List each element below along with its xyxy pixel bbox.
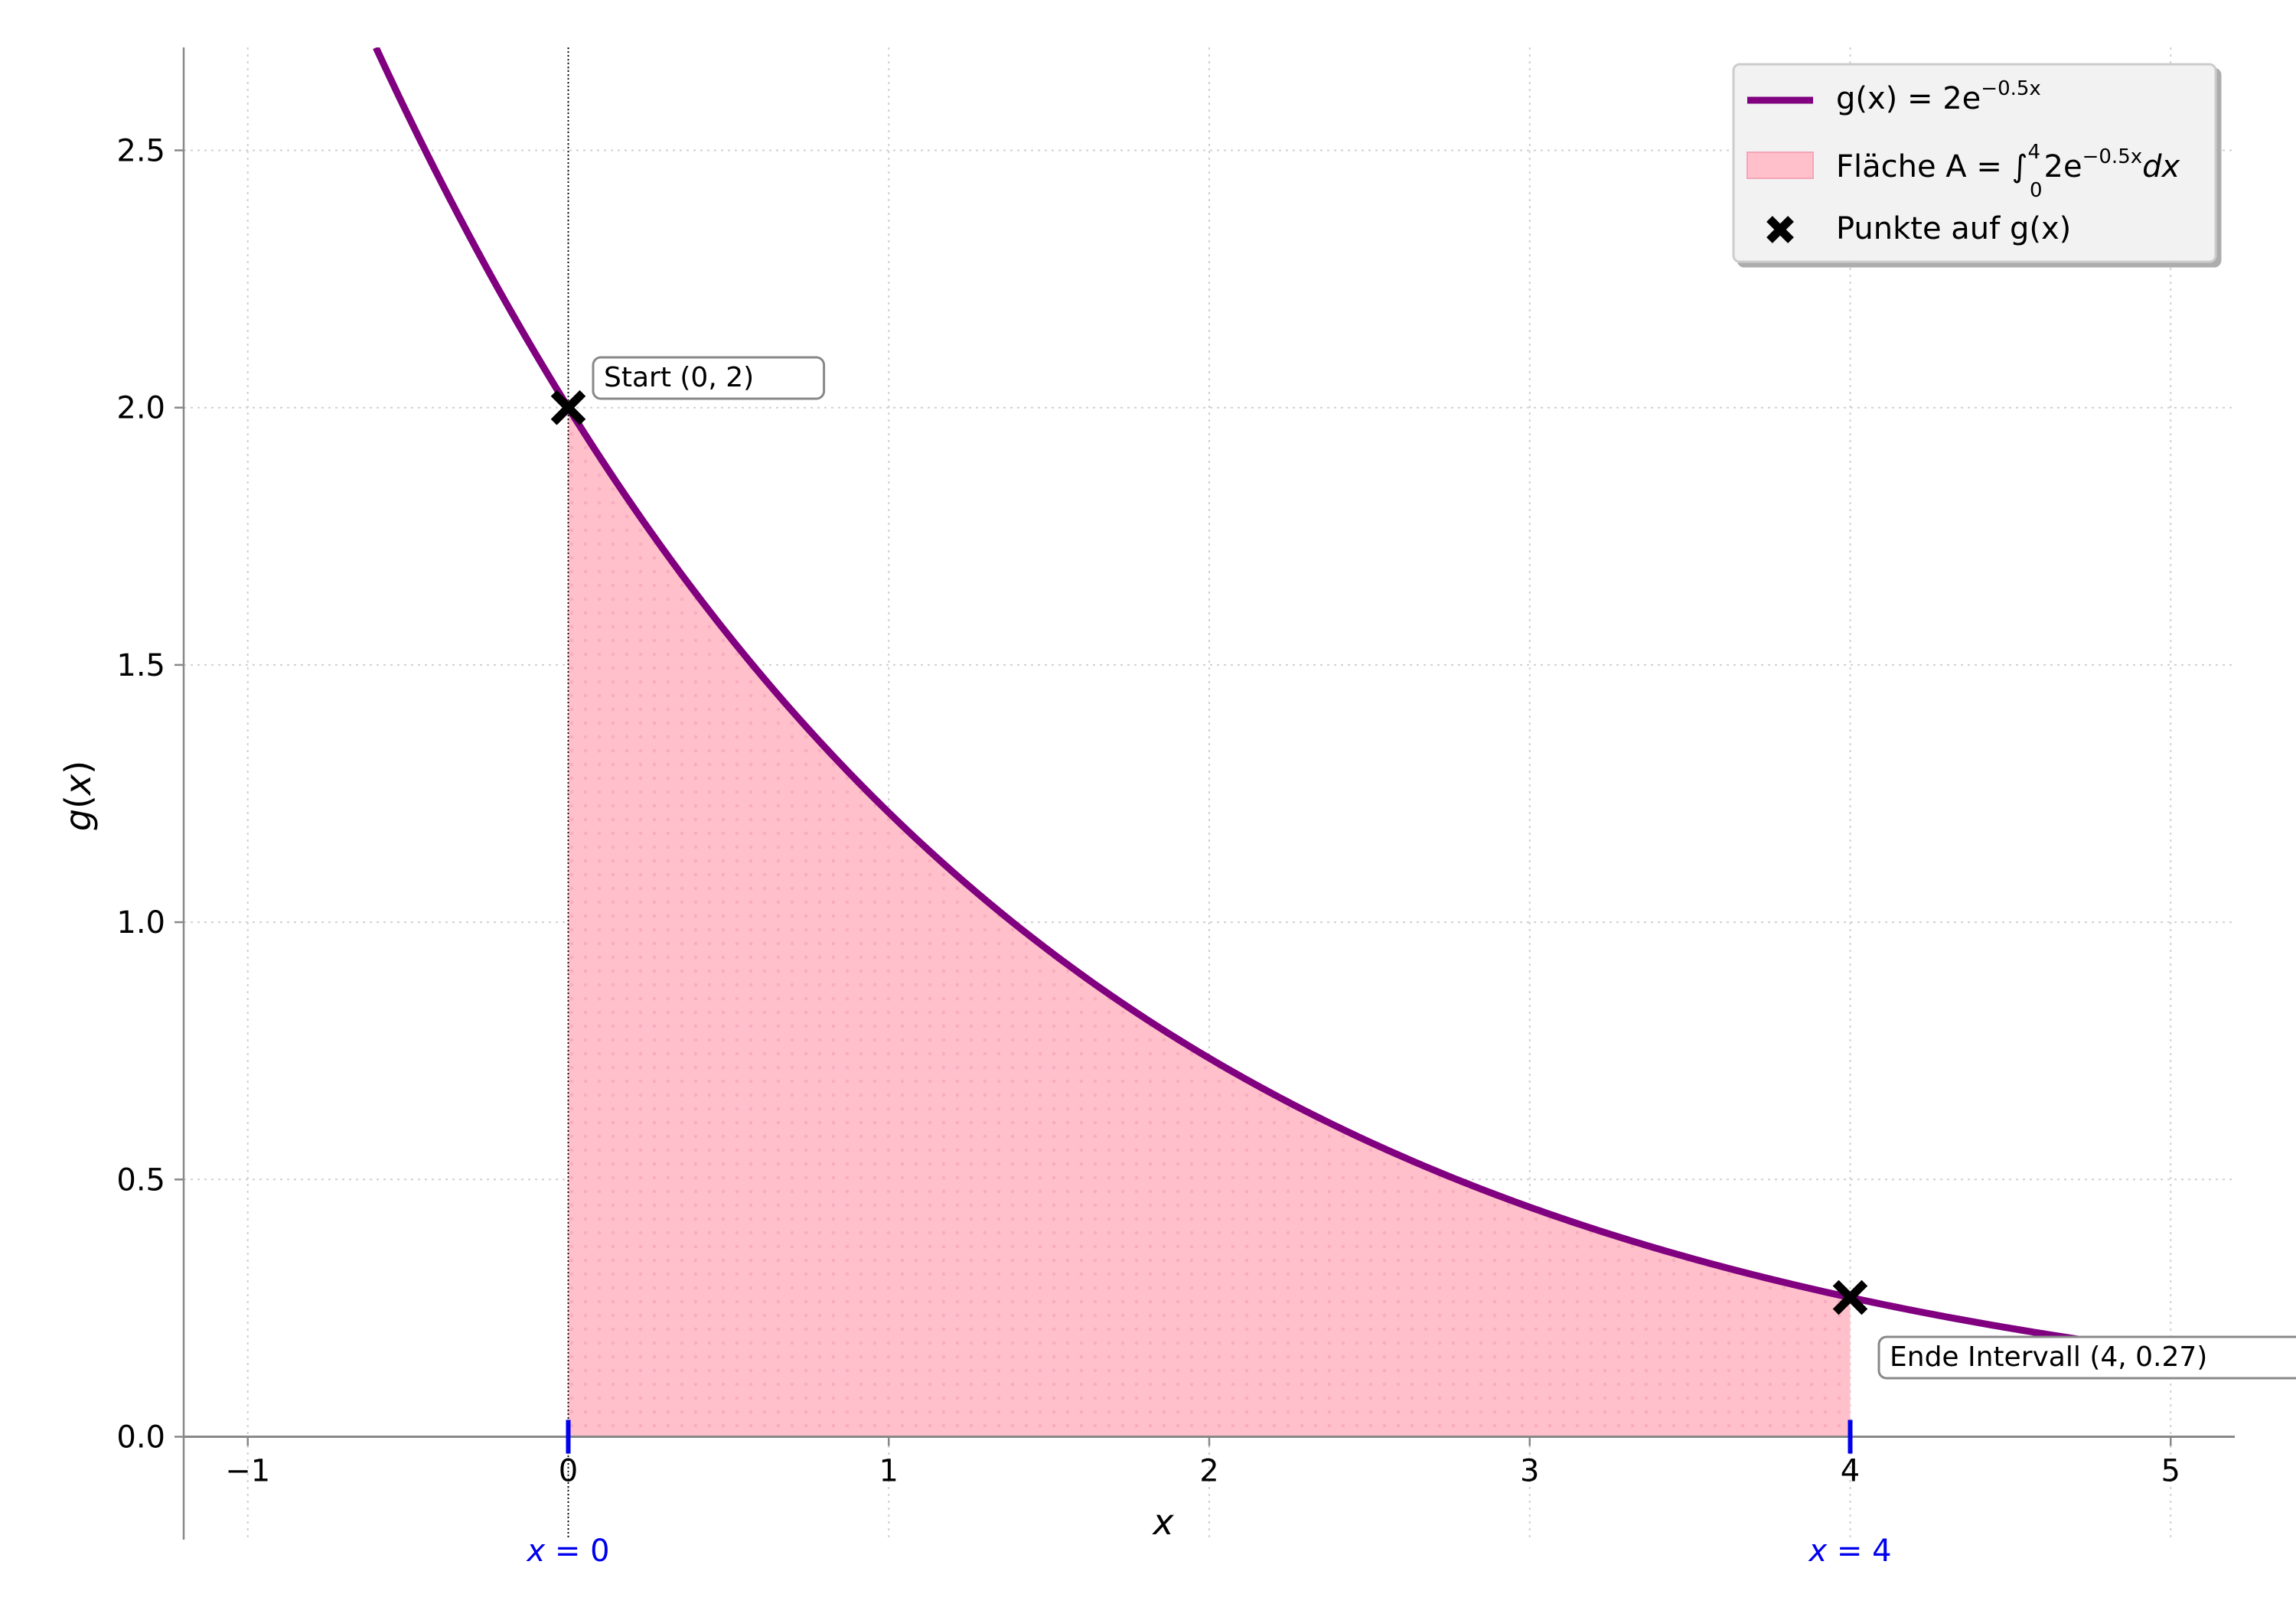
y-tick-label: 1.5 bbox=[116, 648, 165, 683]
interval-markers: x = 0 x = 4 bbox=[525, 1420, 1892, 1569]
point-stroke bbox=[1832, 1279, 1868, 1315]
annotations: Start (0, 2) Ende Intervall (4, 0.27) bbox=[592, 356, 2296, 1380]
y-tick-label: 0.0 bbox=[116, 1420, 165, 1455]
area-dots bbox=[568, 407, 1851, 1437]
legend-marker-swatch bbox=[1766, 216, 1794, 243]
x-tick-label: −1 bbox=[225, 1454, 270, 1489]
y-tick-label: 2.5 bbox=[116, 133, 165, 168]
legend-entry-curve: g(x) = 2e−0.5x bbox=[1836, 77, 2041, 116]
x-tick-label: 0 bbox=[559, 1454, 578, 1489]
legend-area-swatch bbox=[1746, 152, 1814, 179]
annotation-box bbox=[592, 356, 826, 400]
y-tick-label: 0.5 bbox=[116, 1162, 165, 1198]
x-tick-label: 4 bbox=[1841, 1454, 1860, 1489]
x-axis-label: x bbox=[1151, 1501, 1174, 1543]
x-tick-label: 3 bbox=[1520, 1454, 1539, 1489]
annotation-end: Ende Intervall (4, 0.27) bbox=[1877, 1335, 2296, 1380]
area-under-curve bbox=[568, 407, 1851, 1437]
axes: −1 0 1 2 3 4 5 0.0 0.5 1.0 1.5 2.0 2.5 bbox=[116, 47, 2235, 1540]
legend-box bbox=[1732, 63, 2217, 263]
interval-label: x = 0 bbox=[525, 1534, 609, 1569]
interval-label: x = 4 bbox=[1807, 1534, 1891, 1569]
y-tick-label: 2.0 bbox=[116, 391, 165, 426]
highlighted-points bbox=[550, 390, 1868, 1315]
annotation-text: Start (0, 2) bbox=[604, 362, 754, 393]
axis-labels: x g(x) bbox=[57, 761, 1174, 1543]
curve-line bbox=[373, 47, 2235, 1364]
x-tick-label: 2 bbox=[1199, 1454, 1218, 1489]
point-marker bbox=[550, 390, 586, 425]
y-axis-label: g(x) bbox=[57, 761, 99, 831]
x-tick-label: 5 bbox=[2161, 1454, 2180, 1489]
annotation-start: Start (0, 2) bbox=[592, 356, 826, 400]
legend-entry-points: Punkte auf g(x) bbox=[1836, 211, 2071, 246]
annotation-text: Ende Intervall (4, 0.27) bbox=[1890, 1341, 2207, 1373]
legend-entry-area: Fläche A = ∫4 02e−0.5xdx bbox=[1836, 141, 2180, 202]
point-marker bbox=[1832, 1279, 1868, 1315]
legend: g(x) = 2e−0.5x Fläche A = ∫4 02e−0.5xdx Pun… bbox=[1732, 63, 2217, 263]
point-stroke bbox=[550, 390, 586, 425]
curve-clip bbox=[373, 47, 2235, 1364]
y-tick-label: 1.0 bbox=[116, 905, 165, 940]
curve-g bbox=[373, 47, 2235, 1364]
annotation-box bbox=[1877, 1335, 2296, 1380]
x-tick-label: 1 bbox=[879, 1454, 899, 1489]
